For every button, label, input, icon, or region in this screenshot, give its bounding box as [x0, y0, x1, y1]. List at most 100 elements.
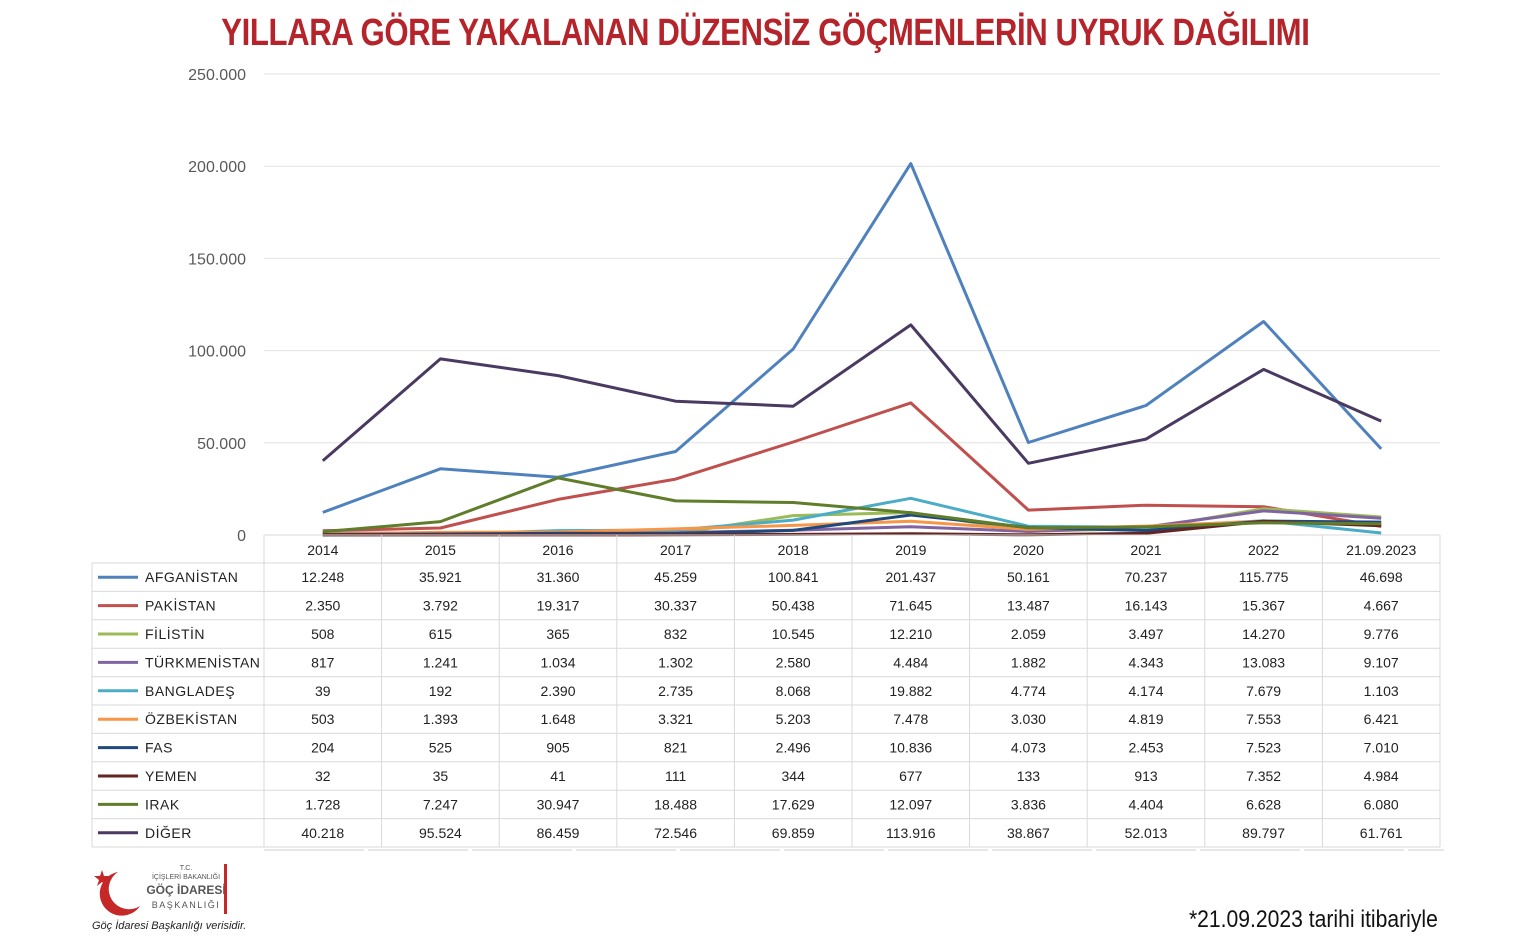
data-label: 115.775: [1239, 569, 1289, 585]
data-label: 6.628: [1246, 796, 1281, 812]
series-lines: [321, 162, 1383, 537]
crescent-star-icon: [94, 870, 140, 916]
data-label: 19.317: [537, 598, 580, 614]
logo-line1: T.C.: [180, 865, 193, 872]
data-label: 3.497: [1128, 626, 1163, 642]
goc-idaresi-logo: T.C. İÇİŞLERİ BAKANLIĞI GÖÇ İDARESİ BAŞK…: [94, 864, 227, 916]
data-label: 19.882: [889, 683, 932, 699]
data-label: 1.034: [540, 654, 575, 670]
data-label: 14.270: [1242, 626, 1285, 642]
data-label: 615: [429, 626, 453, 642]
data-label: 17.629: [772, 796, 815, 812]
data-label: 7.679: [1246, 683, 1281, 699]
data-table: 2014 2015 2016 2017 2018 2019 2020 2021 2022 21.0…: [91, 534, 1444, 851]
x-tick-label: 2015: [425, 542, 456, 558]
data-label: 905: [546, 740, 570, 756]
logo-line2: İÇİŞLERİ BAKANLIĞI: [152, 872, 220, 881]
source-note: Göç İdaresi Başkanlığı verisidir.: [92, 920, 247, 932]
data-label: 2.059: [1011, 626, 1046, 642]
data-label: 35.921: [419, 569, 462, 585]
data-label: 71.645: [889, 598, 932, 614]
legend-label: IRAK: [145, 796, 180, 812]
data-label: 38.867: [1007, 825, 1050, 841]
data-label: 8.068: [776, 683, 811, 699]
data-label: 52.013: [1125, 825, 1168, 841]
x-tick-label: 2019: [895, 542, 926, 558]
data-label: 503: [311, 711, 335, 727]
data-label: 46.698: [1360, 569, 1403, 585]
data-label: 113.916: [886, 825, 936, 841]
data-label: 6.421: [1364, 711, 1399, 727]
data-label: 7.010: [1364, 740, 1399, 756]
series-line: [322, 401, 1382, 533]
y-axis: 0 50.000 100.000 150.000 200.000 250.000: [188, 67, 246, 545]
data-label: 365: [546, 626, 570, 642]
series-line: [321, 323, 1382, 465]
x-tick-label: 2017: [660, 542, 691, 558]
data-label: 31.360: [537, 569, 580, 585]
data-label: 1.103: [1364, 683, 1399, 699]
data-label: 4.174: [1128, 683, 1163, 699]
data-label: 2.580: [776, 654, 811, 670]
footnote: *21.09.2023 tarihi itibariyle: [1189, 906, 1438, 933]
data-label: 7.352: [1246, 768, 1281, 784]
data-label: 2.390: [540, 683, 575, 699]
x-tick-label: 2021: [1130, 542, 1161, 558]
data-label: 89.797: [1242, 825, 1285, 841]
data-label: 16.143: [1125, 598, 1168, 614]
data-label: 70.237: [1125, 569, 1168, 585]
data-label: 39: [315, 683, 331, 699]
x-tick-label: 2018: [778, 542, 809, 558]
legend-label: BANGLADEŞ: [145, 683, 235, 699]
legend-label: PAKİSTAN: [145, 597, 216, 614]
legend-label: FİLİSTİN: [145, 625, 205, 642]
data-label: 10.545: [772, 626, 815, 642]
data-label: 10.836: [889, 740, 932, 756]
data-label: 1.728: [305, 796, 340, 812]
data-label: 821: [664, 740, 688, 756]
data-label: 7.247: [423, 796, 458, 812]
y-tick-label: 150.000: [188, 251, 246, 268]
logo-bar: [224, 864, 227, 914]
data-label: 7.478: [893, 711, 928, 727]
data-label: 35: [433, 768, 449, 784]
data-label: 61.761: [1360, 825, 1403, 841]
legend-label: YEMEN: [145, 768, 197, 784]
data-label: 1.302: [658, 654, 693, 670]
data-label: 100.841: [768, 569, 819, 585]
data-label: 4.343: [1128, 654, 1163, 670]
data-label: 30.337: [654, 598, 697, 614]
gridlines: [264, 73, 1440, 536]
data-label: 6.080: [1364, 796, 1399, 812]
data-label: 32: [315, 768, 331, 784]
data-label: 4.667: [1364, 598, 1399, 614]
data-label: 50.161: [1007, 569, 1050, 585]
y-tick-label: 250.000: [188, 67, 246, 84]
y-tick-label: 50.000: [197, 436, 246, 453]
series-line: [322, 162, 1383, 514]
data-label: 86.459: [537, 825, 580, 841]
x-tick-label: 21.09.2023: [1346, 542, 1416, 558]
data-label: 30.947: [537, 796, 580, 812]
data-label: 41: [550, 768, 566, 784]
data-label: 1.648: [540, 711, 575, 727]
y-tick-label: 200.000: [188, 159, 246, 176]
data-label: 50.438: [772, 598, 815, 614]
legend-label: AFGANİSTAN: [145, 568, 238, 585]
data-label: 13.083: [1242, 654, 1285, 670]
legend-label: TÜRKMENİSTAN: [145, 653, 260, 670]
data-label: 1.882: [1011, 654, 1046, 670]
legend-label: DİĞER: [145, 824, 192, 841]
data-label: 2.496: [776, 740, 811, 756]
data-label: 9.776: [1364, 626, 1399, 642]
data-label: 13.487: [1007, 598, 1050, 614]
data-label: 4.484: [893, 654, 928, 670]
data-label: 40.218: [301, 825, 344, 841]
line-chart-with-data-table: 0 50.000 100.000 150.000 200.000 250.000 2014…: [91, 67, 1444, 851]
data-label: 832: [664, 626, 688, 642]
data-label: 4.404: [1128, 796, 1163, 812]
data-label: 12.248: [301, 569, 344, 585]
legend-label: FAS: [145, 740, 173, 756]
y-tick-label: 100.000: [188, 344, 246, 361]
x-tick-label: 2020: [1013, 542, 1044, 558]
